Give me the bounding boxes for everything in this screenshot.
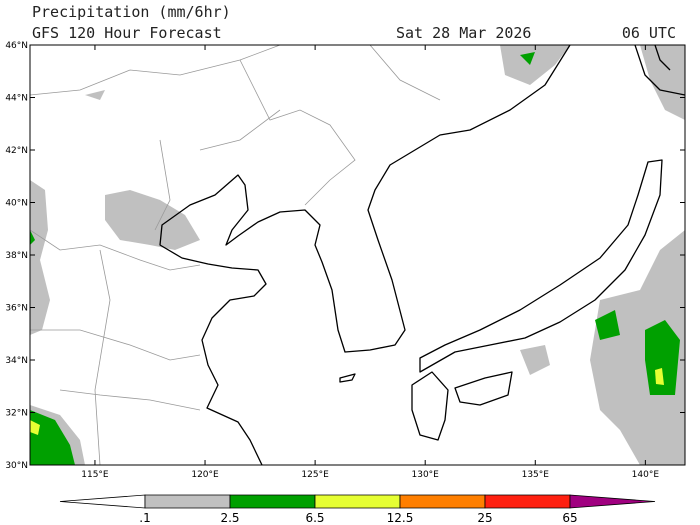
title: Precipitation (mm/6hr) xyxy=(32,3,231,21)
colorbar-label: 12.5 xyxy=(387,511,414,525)
lon-label: 130°E xyxy=(412,470,440,480)
borders xyxy=(30,45,441,465)
lat-label: 46°N xyxy=(5,41,28,51)
colorbar-segment xyxy=(59,494,146,509)
subtitle: GFS 120 Hour Forecast xyxy=(32,24,222,42)
lon-label: 120°E xyxy=(191,470,219,480)
lat-label: 40°N xyxy=(5,199,28,209)
lat-label: 42°N xyxy=(5,146,28,156)
map-area xyxy=(30,45,685,465)
lon-label: 125°E xyxy=(301,470,329,480)
lon-label: 135°E xyxy=(522,470,550,480)
lat-label: 36°N xyxy=(5,304,28,314)
lat-label: 38°N xyxy=(5,251,28,261)
colorbar-segment xyxy=(144,494,231,509)
precip-moderate xyxy=(30,52,680,465)
colorbar-segment xyxy=(569,494,656,509)
coastline xyxy=(159,45,685,465)
lat-label: 44°N xyxy=(5,94,28,104)
time: 06 UTC xyxy=(622,24,676,42)
date: Sat 28 Mar 2026 xyxy=(396,24,531,42)
colorbar-label: 2.5 xyxy=(220,511,239,525)
colorbar-label: .1 xyxy=(139,511,150,525)
lat-label: 32°N xyxy=(5,409,28,419)
colorbar-label: 65 xyxy=(562,511,577,525)
precip-heavy xyxy=(30,420,40,435)
colorbar-segment xyxy=(229,494,316,509)
colorbar-segment xyxy=(314,494,401,509)
lat-label: 34°N xyxy=(5,356,28,366)
precip-heavy xyxy=(655,368,664,385)
precip-light xyxy=(30,45,685,465)
colorbar-segment xyxy=(484,494,571,509)
map-background xyxy=(30,45,685,465)
colorbar-label: 25 xyxy=(477,511,492,525)
lon-label: 140°E xyxy=(632,470,660,480)
lat-label: 30°N xyxy=(5,461,28,471)
lon-label: 115°E xyxy=(81,470,109,480)
colorbar-label: 6.5 xyxy=(305,511,324,525)
colorbar-segment xyxy=(399,494,486,509)
